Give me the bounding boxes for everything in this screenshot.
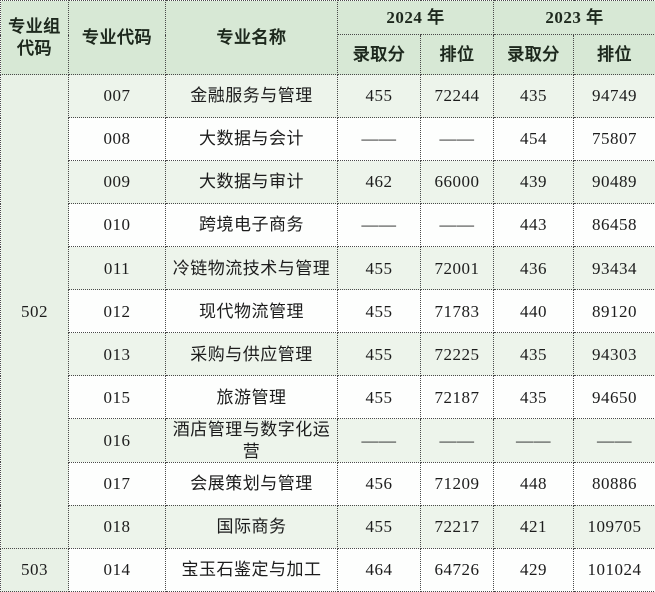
score-2023-cell: 435 <box>493 73 574 119</box>
rank-2023-cell: 86458 <box>573 203 655 248</box>
rank-2024-cell: 66000 <box>420 160 494 205</box>
major-code-cell: 007 <box>68 73 166 119</box>
rank-2023-cell: 93434 <box>573 246 655 291</box>
score-2024-cell: —— <box>337 203 421 248</box>
rank-2023-cell: —— <box>573 418 655 463</box>
major-code-cell: 014 <box>68 547 166 592</box>
score-2024-cell: 455 <box>337 246 421 291</box>
group-code-cell: 503 <box>0 547 69 592</box>
major-name-cell: 会展策划与管理 <box>165 461 338 506</box>
table-row: 008 大数据与会计 —— —— 454 75807 <box>1 117 655 162</box>
rank-2024-cell: 72244 <box>420 73 494 119</box>
score-2023-cell: 421 <box>493 504 574 549</box>
table-header: 专业组代码 专业代码 专业名称 2024 年 2023 年 录取分 排位 录取分… <box>0 0 655 75</box>
score-2024-cell: 455 <box>337 332 421 377</box>
rank-2024-cell: 72187 <box>420 375 494 420</box>
major-name-cell: 大数据与会计 <box>165 117 338 162</box>
rank-2024-cell: 71209 <box>420 461 494 506</box>
rank-2024-cell: —— <box>420 418 494 463</box>
rank-2023-cell: 94303 <box>573 332 655 377</box>
major-name-cell: 酒店管理与数字化运营 <box>165 418 338 463</box>
table-row: 017 会展策划与管理 456 71209 448 80886 <box>1 461 655 506</box>
group-code-cell: 502 <box>0 74 69 549</box>
major-code-cell: 008 <box>68 117 166 162</box>
rank-2024-cell: 72217 <box>420 504 494 549</box>
score-2023-cell: 440 <box>493 289 574 334</box>
score-2024-cell: 462 <box>337 160 421 205</box>
score-2023-cell: 435 <box>493 375 574 420</box>
score-2024-cell: 455 <box>337 289 421 334</box>
table-row: 503 014 宝玉石鉴定与加工 464 64726 429 101024 <box>0 547 655 592</box>
major-code-cell: 013 <box>68 332 166 377</box>
table-row: 013 采购与供应管理 455 72225 435 94303 <box>1 332 655 377</box>
rank-2023-cell: 94749 <box>573 73 655 119</box>
score-2023-cell: 439 <box>493 160 574 205</box>
major-name-cell: 现代物流管理 <box>165 289 338 334</box>
major-name-cell: 金融服务与管理 <box>165 73 338 119</box>
score-2024-cell: 455 <box>337 73 421 119</box>
table-row: 010 跨境电子商务 —— —— 443 86458 <box>1 203 655 248</box>
rank-2023-cell: 109705 <box>573 504 655 549</box>
table-row: 502 007 金融服务与管理 455 72244 435 94749 <box>0 73 655 549</box>
score-2024-cell: 455 <box>337 504 421 549</box>
table-row: 009 大数据与审计 462 66000 439 90489 <box>1 160 655 205</box>
rank-2024-cell: 72001 <box>420 246 494 291</box>
table-row: 018 国际商务 455 72217 421 109705 <box>1 504 655 549</box>
major-name-cell: 采购与供应管理 <box>165 332 338 377</box>
rank-2023-cell: 80886 <box>573 461 655 506</box>
score-2024-cell: 456 <box>337 461 421 506</box>
rank-2024-cell: —— <box>420 203 494 248</box>
score-2024-cell: —— <box>337 418 421 463</box>
table-row: 016 酒店管理与数字化运营 —— —— —— —— <box>1 418 655 463</box>
rank-2024-cell: 64726 <box>420 547 494 592</box>
major-name-cell: 冷链物流技术与管理 <box>165 246 338 291</box>
major-code-cell: 016 <box>68 418 166 463</box>
table-body: 502 007 金融服务与管理 455 72244 435 94749 008 大数据与会计 ——… <box>0 73 655 592</box>
score-2024-cell: 464 <box>337 547 421 592</box>
header-group-code: 专业组代码 <box>0 0 69 75</box>
header-major-code: 专业代码 <box>68 0 166 75</box>
rank-2023-cell: 75807 <box>573 117 655 162</box>
header-year-2024: 2024 年 <box>337 0 494 35</box>
rank-2024-cell: —— <box>420 117 494 162</box>
major-name-cell: 国际商务 <box>165 504 338 549</box>
major-code-cell: 011 <box>68 246 166 291</box>
score-2023-cell: 436 <box>493 246 574 291</box>
score-2024-cell: 455 <box>337 375 421 420</box>
rank-2023-cell: 94650 <box>573 375 655 420</box>
rank-2023-cell: 90489 <box>573 160 655 205</box>
rank-2024-cell: 72225 <box>420 332 494 377</box>
major-name-cell: 宝玉石鉴定与加工 <box>165 547 338 592</box>
table-row: 015 旅游管理 455 72187 435 94650 <box>1 375 655 420</box>
header-rank-2024: 排位 <box>420 34 494 75</box>
major-code-cell: 010 <box>68 203 166 248</box>
score-2023-cell: 429 <box>493 547 574 592</box>
major-code-cell: 012 <box>68 289 166 334</box>
header-year-2023: 2023 年 <box>493 0 655 35</box>
major-code-cell: 017 <box>68 461 166 506</box>
rank-2024-cell: 71783 <box>420 289 494 334</box>
score-2023-cell: 454 <box>493 117 574 162</box>
major-code-cell: 018 <box>68 504 166 549</box>
major-name-cell: 旅游管理 <box>165 375 338 420</box>
header-rank-2023: 排位 <box>573 34 655 75</box>
rank-2023-cell: 101024 <box>573 547 655 592</box>
header-score-2024: 录取分 <box>337 34 421 75</box>
major-code-cell: 015 <box>68 375 166 420</box>
score-2024-cell: —— <box>337 117 421 162</box>
score-2023-cell: 435 <box>493 332 574 377</box>
header-score-2023: 录取分 <box>493 34 574 75</box>
major-name-cell: 跨境电子商务 <box>165 203 338 248</box>
score-2023-cell: 448 <box>493 461 574 506</box>
header-major-name: 专业名称 <box>165 0 338 75</box>
table-row: 011 冷链物流技术与管理 455 72001 436 93434 <box>1 246 655 291</box>
score-2023-cell: —— <box>493 418 574 463</box>
score-2023-cell: 443 <box>493 203 574 248</box>
major-code-cell: 009 <box>68 160 166 205</box>
table-row: 012 现代物流管理 455 71783 440 89120 <box>1 289 655 334</box>
rank-2023-cell: 89120 <box>573 289 655 334</box>
major-name-cell: 大数据与审计 <box>165 160 338 205</box>
